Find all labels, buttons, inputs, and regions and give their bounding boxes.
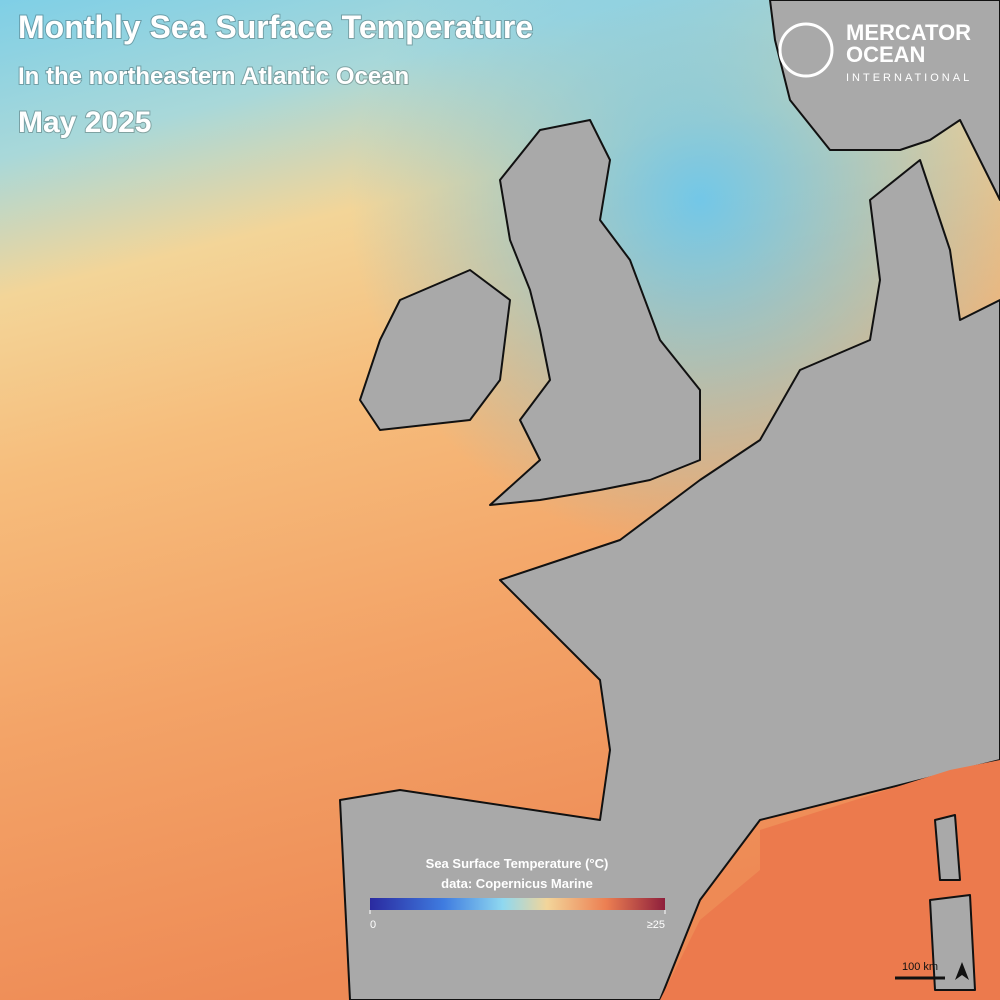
logo-text: MERCATOR — [846, 20, 971, 45]
title: Monthly Sea Surface Temperature — [18, 9, 533, 45]
date: May 2025 — [18, 106, 151, 139]
colorbar-source: data: Copernicus Marine — [441, 876, 593, 891]
north-arrow — [955, 962, 969, 980]
colorbar-title: Sea Surface Temperature (°C) — [426, 856, 609, 871]
logo-icon — [778, 22, 834, 78]
colorbar-tick-label: ≥25 — [647, 919, 665, 931]
subtitle: In the northeastern Atlantic Ocean — [18, 63, 409, 90]
land — [339, 0, 1000, 1000]
colorbar — [370, 898, 665, 910]
logo-text: INTERNATIONAL — [846, 72, 972, 84]
logo-text: OCEAN — [846, 42, 925, 67]
colorbar-tick-label: 0 — [370, 919, 376, 931]
mediterranean — [660, 760, 1000, 1000]
scale-label: 100 km — [902, 961, 938, 973]
colorbar-ticks: 0 ≥25 — [369, 910, 666, 931]
